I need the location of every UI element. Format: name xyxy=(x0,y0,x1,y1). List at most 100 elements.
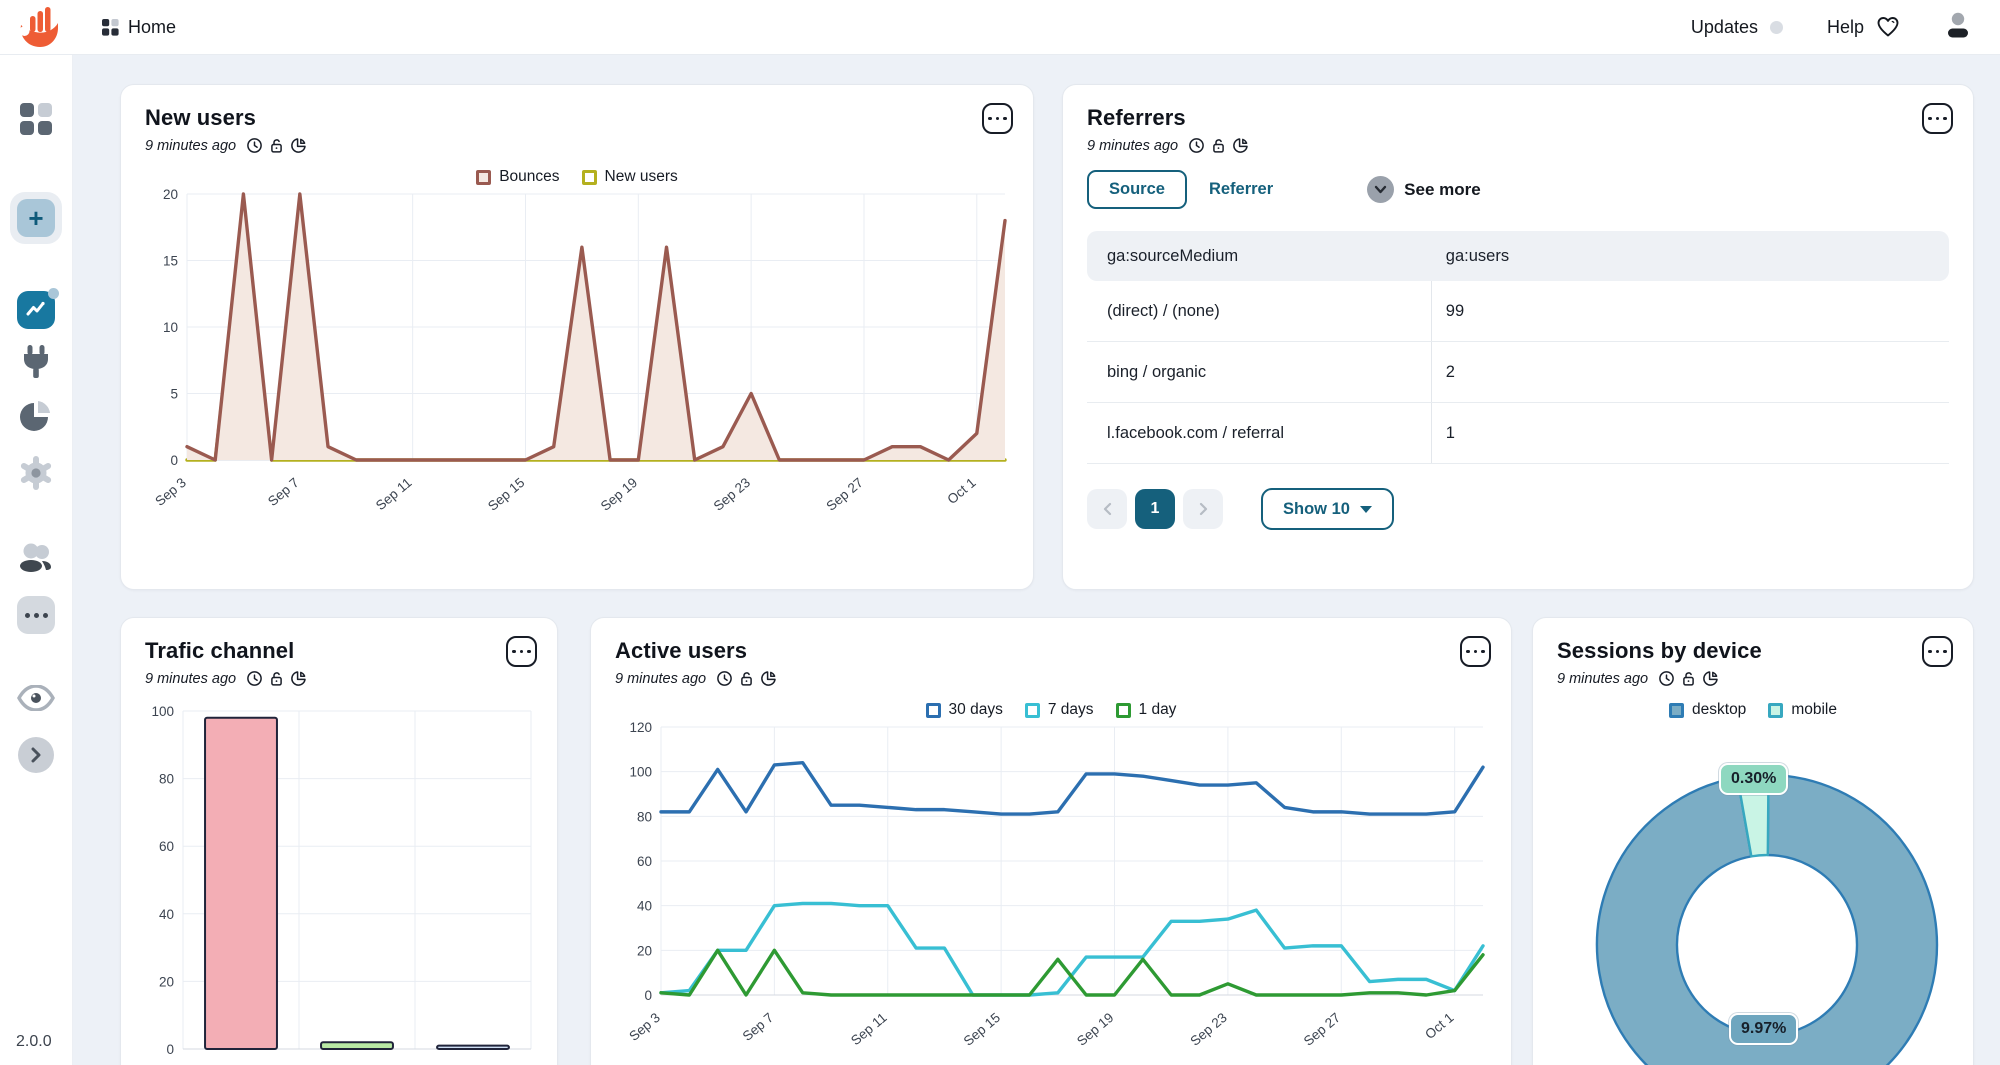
svg-text:100: 100 xyxy=(629,765,652,780)
pagination-next-button[interactable] xyxy=(1183,489,1223,529)
table-header: ga:sourceMedium ga:users xyxy=(1087,231,1949,281)
pie-chart-icon xyxy=(1703,671,1718,686)
card-menu-button[interactable] xyxy=(1922,636,1953,667)
svg-text:Sep 7: Sep 7 xyxy=(265,475,302,509)
svg-text:60: 60 xyxy=(637,854,652,869)
chart-legend: desktop mobile xyxy=(1557,701,1949,719)
sidebar-item-settings[interactable] xyxy=(18,455,54,491)
column-users: ga:users xyxy=(1445,246,1510,265)
cell-users: 99 xyxy=(1445,301,1465,320)
clock-icon xyxy=(717,671,732,686)
new-users-line-chart: 0 5 10 15 20 Sep 3 Sep 7 Sep 11 Sep 15 Sep 19 Sep … xyxy=(152,187,1007,514)
sidebar: + xyxy=(0,55,73,1065)
sidebar-item-reports[interactable] xyxy=(18,399,54,435)
updates-button[interactable]: Updates xyxy=(1691,17,1783,38)
svg-text:40: 40 xyxy=(637,899,652,914)
sidebar-item-integrations[interactable] xyxy=(19,344,53,380)
clock-icon xyxy=(1659,671,1674,686)
card-menu-button[interactable] xyxy=(506,636,537,667)
svg-text:15: 15 xyxy=(163,254,178,269)
svg-text:20: 20 xyxy=(159,974,174,989)
card-menu-button[interactable] xyxy=(1460,636,1491,667)
legend-item-new-users[interactable]: New users xyxy=(581,168,678,186)
sidebar-item-dashboard[interactable] xyxy=(19,102,53,136)
svg-text:5: 5 xyxy=(170,387,178,402)
last-updated: 9 minutes ago xyxy=(615,670,707,687)
sidebar-item-add[interactable]: + xyxy=(10,192,62,244)
svg-text:10: 10 xyxy=(163,320,178,335)
legend-item-desktop[interactable]: desktop xyxy=(1669,701,1746,719)
svg-text:Sep 3: Sep 3 xyxy=(626,1010,663,1044)
pagination-prev-button[interactable] xyxy=(1087,489,1127,529)
card-active-users: Active users 9 minutes ago 30 days 7 day… xyxy=(590,617,1512,1065)
legend-item-7-days[interactable]: 7 days xyxy=(1024,701,1094,719)
card-menu-button[interactable] xyxy=(982,103,1013,134)
legend-label: New users xyxy=(604,168,678,185)
app-logo[interactable] xyxy=(16,4,62,50)
pagination-page-1[interactable]: 1 xyxy=(1135,489,1175,529)
pie-icon xyxy=(20,401,50,431)
cell-source-medium: (direct) / (none) xyxy=(1087,281,1432,341)
updates-label: Updates xyxy=(1690,16,1758,37)
svg-text:0: 0 xyxy=(166,1042,174,1057)
unlock-icon xyxy=(271,672,282,686)
chevron-right-icon xyxy=(1199,502,1207,516)
svg-text:Sep 11: Sep 11 xyxy=(373,475,415,513)
sessions-donut-chart: 0.30% 9.97% xyxy=(1557,727,1977,1065)
svg-text:Sep 27: Sep 27 xyxy=(1301,1010,1343,1049)
see-more-button[interactable]: See more xyxy=(1367,176,1481,203)
dashboard-grid-icon xyxy=(20,103,52,135)
sidebar-item-privacy[interactable] xyxy=(17,685,55,711)
clock-icon xyxy=(247,671,262,686)
ellipsis-icon xyxy=(17,596,55,634)
eye-icon xyxy=(17,685,55,711)
card-title: Sessions by device xyxy=(1557,638,1762,663)
svg-text:40: 40 xyxy=(159,907,174,922)
users-icon xyxy=(20,543,51,572)
user-avatar[interactable] xyxy=(1944,10,1972,45)
svg-text:Sep 19: Sep 19 xyxy=(1074,1010,1116,1049)
last-updated: 9 minutes ago xyxy=(145,670,237,687)
home-nav[interactable]: Home xyxy=(102,17,176,38)
chevron-down-icon xyxy=(1374,185,1387,194)
card-title: New users xyxy=(145,105,256,130)
svg-text:Sep 3: Sep 3 xyxy=(152,475,189,509)
chart-legend: Bounces New users xyxy=(145,168,1009,186)
card-menu-button[interactable] xyxy=(1922,103,1953,134)
sidebar-item-analytics[interactable] xyxy=(17,288,59,329)
chevron-right-icon xyxy=(31,747,41,763)
sidebar-item-more[interactable] xyxy=(17,596,55,634)
sidebar-collapse-button[interactable] xyxy=(18,737,54,773)
pie-chart-icon xyxy=(291,671,306,686)
card-sessions-by-device: Sessions by device 9 minutes ago desktop… xyxy=(1532,617,1974,1065)
svg-text:80: 80 xyxy=(637,809,652,824)
referrers-table: ga:sourceMedium ga:users (direct) / (non… xyxy=(1087,231,1949,464)
tab-source[interactable]: Source xyxy=(1087,170,1187,209)
legend-swatch xyxy=(1768,702,1784,718)
active-users-line-chart: 0 20 40 60 80 100 120 Sep 3 Sep 7 Sep 11 Sep 15 Sep… xyxy=(626,720,1485,1049)
tab-referrer[interactable]: Referrer xyxy=(1187,172,1295,207)
svg-text:Sep 15: Sep 15 xyxy=(485,475,527,514)
chevron-left-icon xyxy=(1103,502,1111,516)
table-row: (direct) / (none) 99 xyxy=(1087,281,1949,342)
plug-icon xyxy=(24,345,48,378)
legend-swatch xyxy=(1669,702,1685,718)
legend-item-30-days[interactable]: 30 days xyxy=(925,701,1003,719)
unlock-icon xyxy=(271,139,282,153)
home-label: Home xyxy=(128,16,177,37)
svg-text:60: 60 xyxy=(159,839,174,854)
legend-item-mobile[interactable]: mobile xyxy=(1768,701,1837,719)
show-rows-dropdown[interactable]: Show 10 xyxy=(1261,488,1394,530)
cell-source-medium: l.facebook.com / referral xyxy=(1087,403,1432,463)
legend-label: 7 days xyxy=(1047,701,1094,718)
card-new-users: New users 9 minutes ago Bounces New user… xyxy=(120,84,1034,590)
card-referrers: Referrers 9 minutes ago Source Referrer … xyxy=(1062,84,1974,590)
cell-source-medium: bing / organic xyxy=(1087,342,1432,402)
sidebar-item-visitors[interactable] xyxy=(17,540,55,574)
legend-item-bounces[interactable]: Bounces xyxy=(476,168,560,186)
svg-text:Sep 15: Sep 15 xyxy=(961,1010,1003,1049)
legend-item-1-day[interactable]: 1 day xyxy=(1115,701,1176,719)
clock-icon xyxy=(247,138,262,153)
card-title: Referrers xyxy=(1087,105,1186,130)
help-button[interactable]: Help xyxy=(1827,16,1900,38)
